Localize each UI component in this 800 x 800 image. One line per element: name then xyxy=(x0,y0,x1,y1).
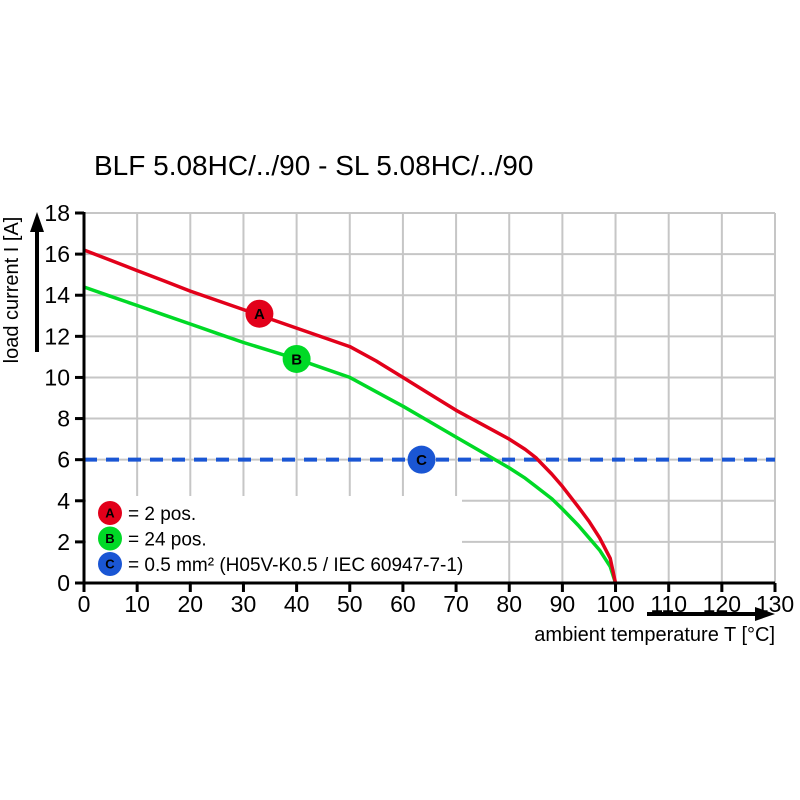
y-tick-label: 6 xyxy=(57,447,70,473)
legend-swatch-B-letter: B xyxy=(105,531,114,546)
x-tick-label: 70 xyxy=(443,591,469,617)
x-tick-label: 50 xyxy=(337,591,363,617)
x-tick-label: 80 xyxy=(496,591,522,617)
x-tick-label: 40 xyxy=(284,591,310,617)
x-tick-label: 90 xyxy=(550,591,576,617)
legend-background xyxy=(86,496,462,581)
y-axis-label: load current I [A] xyxy=(1,217,23,364)
x-tick-label: 0 xyxy=(78,591,91,617)
y-tick-label: 16 xyxy=(44,241,70,267)
legend-swatch-A xyxy=(98,501,122,525)
legend-item-label: = 0.5 mm² (H05V-K0.5 / IEC 60947-7-1) xyxy=(128,555,463,576)
marker-C-letter: C xyxy=(416,452,427,469)
x-tick-label: 100 xyxy=(596,591,634,617)
legend-item-label: = 24 pos. xyxy=(128,529,207,550)
y-tick-label: 12 xyxy=(44,323,70,349)
legend-swatch-A-letter: A xyxy=(105,506,115,521)
marker-C xyxy=(407,445,436,474)
legend-swatch-B xyxy=(98,526,122,551)
series-B-curve xyxy=(83,285,618,584)
marker-A-letter: A xyxy=(254,306,265,323)
y-tick-label: 0 xyxy=(57,570,70,596)
x-tick-label: 60 xyxy=(390,591,416,617)
x-tick-label: 10 xyxy=(124,591,150,617)
page-title: BLF 5.08HC/../90 - SL 5.08HC/../90 xyxy=(94,150,534,181)
y-axis-arrow-head xyxy=(30,212,44,232)
x-axis-arrow-head xyxy=(755,607,775,621)
marker-B xyxy=(282,344,311,373)
y-tick-label: 18 xyxy=(44,200,70,226)
y-tick-label: 4 xyxy=(57,488,70,514)
marker-B-letter: B xyxy=(291,351,302,368)
series-A-curve xyxy=(83,248,618,584)
legend-item-label: = 2 pos. xyxy=(128,504,196,525)
marker-A xyxy=(245,299,274,328)
legend-swatch-C-letter: C xyxy=(105,557,115,572)
y-tick-label: 14 xyxy=(44,282,70,308)
y-tick-label: 10 xyxy=(44,364,70,390)
y-tick-label: 8 xyxy=(57,406,70,432)
x-tick-label: 30 xyxy=(231,591,257,617)
x-axis-label: ambient temperature T [°C] xyxy=(534,624,775,646)
y-tick-label: 2 xyxy=(57,529,70,555)
legend-swatch-C xyxy=(98,552,122,576)
x-tick-label: 20 xyxy=(178,591,204,617)
